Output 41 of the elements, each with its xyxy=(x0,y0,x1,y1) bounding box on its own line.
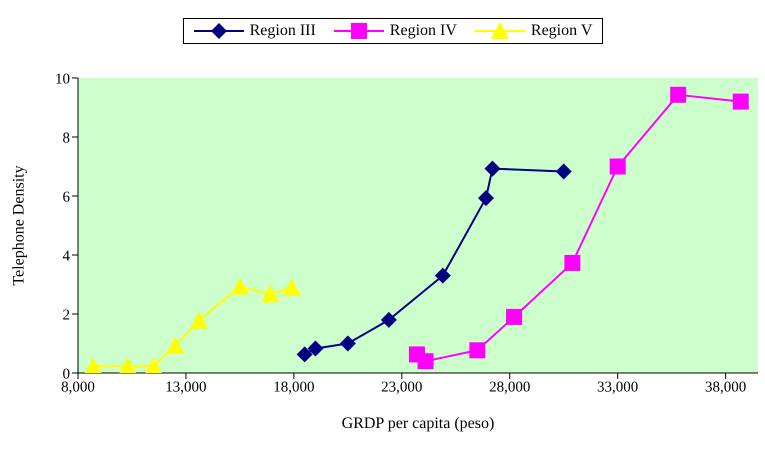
y-tick-label: 6 xyxy=(62,189,70,206)
y-tick-label: 4 xyxy=(62,248,70,264)
point xyxy=(478,190,494,206)
x-tick-label: 23,000 xyxy=(381,380,422,396)
legend-label: Region V xyxy=(530,22,592,40)
point xyxy=(261,285,280,302)
x-tick-label: 13,000 xyxy=(165,380,207,396)
x-tick-label: 28,000 xyxy=(489,380,530,396)
y-axis-title: Telephone Density xyxy=(10,165,28,286)
point xyxy=(144,357,163,373)
point xyxy=(118,357,137,373)
point xyxy=(380,312,397,328)
y-tick-label: 2 xyxy=(62,307,70,324)
point xyxy=(230,278,249,295)
point xyxy=(556,164,572,180)
point xyxy=(296,346,313,362)
point xyxy=(166,336,184,354)
point xyxy=(190,312,208,329)
point xyxy=(282,278,301,296)
point xyxy=(610,158,626,174)
x-tick-label: 33,000 xyxy=(597,380,638,396)
x-axis-title: GRDP per capita (peso) xyxy=(342,415,494,432)
legend-label: Region IV xyxy=(390,22,457,40)
point xyxy=(418,353,434,370)
point xyxy=(340,336,356,352)
y-tick-label: 0 xyxy=(62,366,70,382)
legend-label: Region III xyxy=(250,22,316,40)
point xyxy=(434,268,451,284)
x-tick-label: 18,000 xyxy=(273,380,314,396)
point xyxy=(307,340,324,357)
point xyxy=(506,308,522,325)
point xyxy=(84,357,102,373)
x-tick-label: 38,000 xyxy=(704,380,746,396)
point xyxy=(484,160,500,177)
x-tick-label: 8,000 xyxy=(61,380,95,396)
point xyxy=(670,86,686,103)
y-tick-label: 8 xyxy=(62,130,70,146)
point xyxy=(732,94,749,110)
point xyxy=(564,254,580,271)
point xyxy=(469,342,486,358)
y-tick-label: 10 xyxy=(55,71,70,88)
